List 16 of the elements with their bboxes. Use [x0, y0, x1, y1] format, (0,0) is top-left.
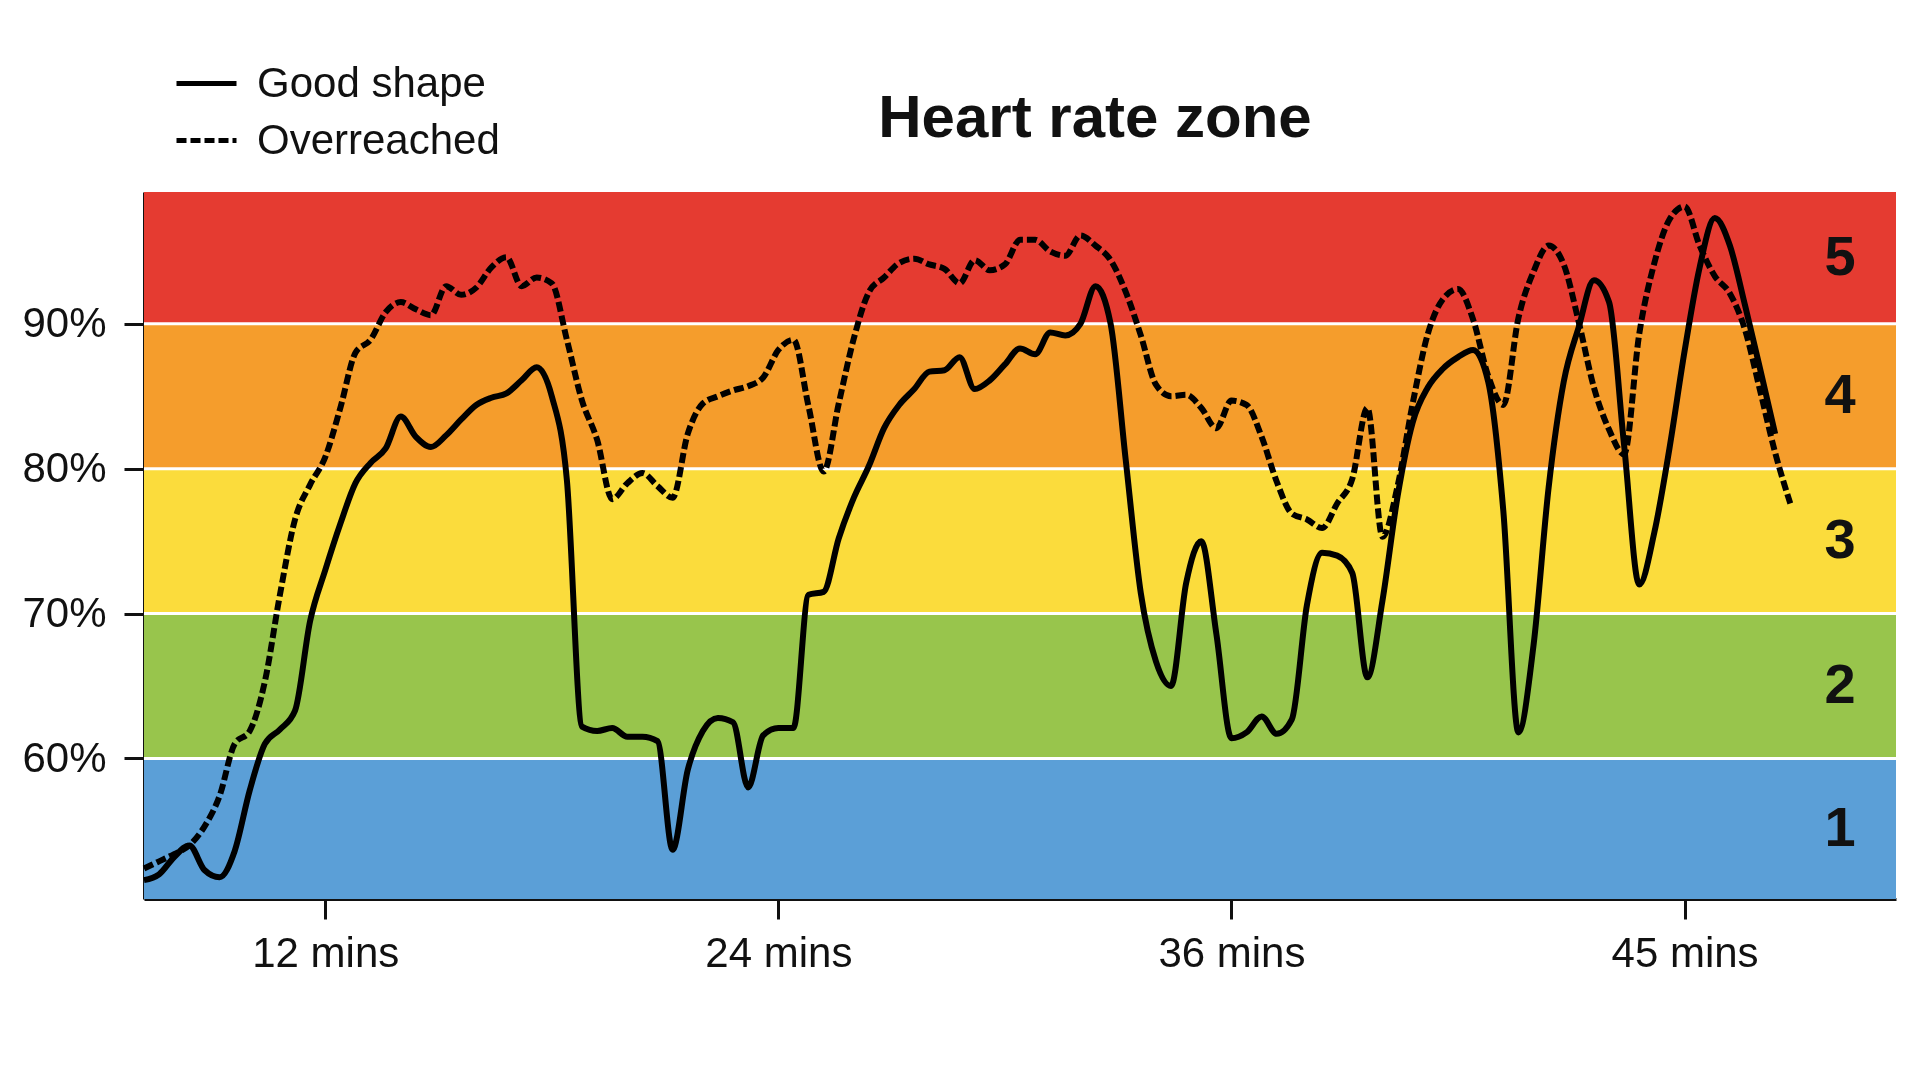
y-tick-label: 90%	[22, 299, 107, 347]
y-tick-label: 80%	[22, 444, 107, 492]
band-label: 1	[1824, 794, 1856, 858]
band-label: 5	[1824, 223, 1856, 287]
legend-label: Good shape	[257, 58, 486, 106]
band-label: 4	[1824, 362, 1856, 426]
x-tick-label: 24 mins	[705, 928, 853, 976]
legend-label: Overreached	[257, 115, 500, 163]
y-tick-label: 60%	[22, 733, 107, 781]
chart-title: Heart rate zone	[878, 83, 1312, 150]
band-label: 3	[1824, 507, 1856, 571]
x-tick-label: 45 mins	[1611, 928, 1759, 976]
x-tick-label: 36 mins	[1158, 928, 1306, 976]
y-tick-label: 70%	[22, 589, 107, 637]
band-label: 2	[1824, 652, 1856, 716]
x-tick-label: 12 mins	[252, 928, 400, 976]
